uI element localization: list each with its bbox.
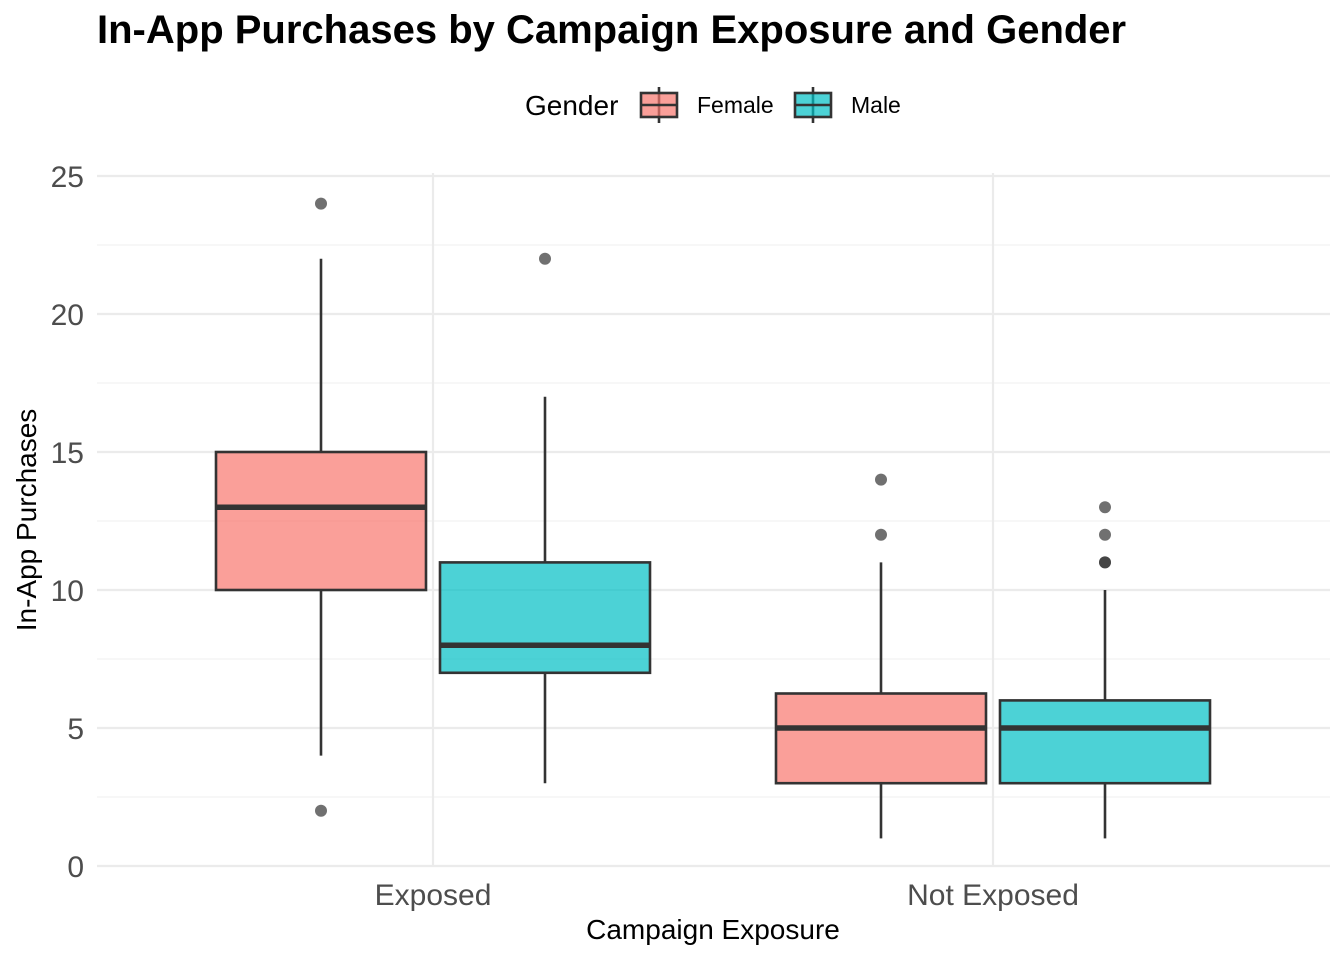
outlier-point xyxy=(875,528,887,541)
outlier-point xyxy=(1099,528,1111,541)
legend-label: Male xyxy=(851,92,901,118)
box-male-exposed xyxy=(438,252,652,784)
axis-layer: 0 5 10 15 20 25 Exposed Not Exposed xyxy=(51,161,1079,912)
chart-title: In-App Purchases by Campaign Exposure an… xyxy=(97,8,1126,52)
legend-items: Female Male xyxy=(639,87,901,123)
grid-layer xyxy=(97,173,1330,868)
x-tick-label: Not Exposed xyxy=(907,879,1079,912)
y-tick-label: 5 xyxy=(67,713,84,746)
y-tick-label: 0 xyxy=(67,851,84,884)
y-tick-label: 25 xyxy=(51,161,84,194)
iqr-box xyxy=(214,450,428,592)
outlier-point xyxy=(1099,556,1111,569)
legend-item-male: Male xyxy=(793,87,901,123)
legend-item-female: Female xyxy=(639,87,774,123)
legend-label: Female xyxy=(697,92,774,118)
legend: Gender Female Male xyxy=(525,87,901,123)
y-tick-label: 10 xyxy=(51,575,84,608)
iqr-box xyxy=(438,561,652,675)
y-tick-label: 20 xyxy=(51,299,84,332)
legend-title: Gender xyxy=(525,90,618,121)
box-male-not-exposed xyxy=(998,501,1212,839)
y-tick-label: 15 xyxy=(51,437,84,470)
outlier-point xyxy=(875,473,887,486)
outlier-point xyxy=(315,197,327,210)
x-tick-label: Exposed xyxy=(375,879,492,912)
outlier-point xyxy=(539,252,551,265)
y-axis-title: In-App Purchases xyxy=(11,409,42,632)
box-female-exposed xyxy=(214,197,428,817)
outlier-point xyxy=(1099,501,1111,514)
outlier-point xyxy=(315,804,327,817)
boxes-layer xyxy=(214,197,1212,839)
iqr-box xyxy=(774,692,988,785)
box-female-not-exposed xyxy=(774,473,988,839)
iqr-box xyxy=(998,699,1212,785)
x-axis-title: Campaign Exposure xyxy=(586,914,840,945)
